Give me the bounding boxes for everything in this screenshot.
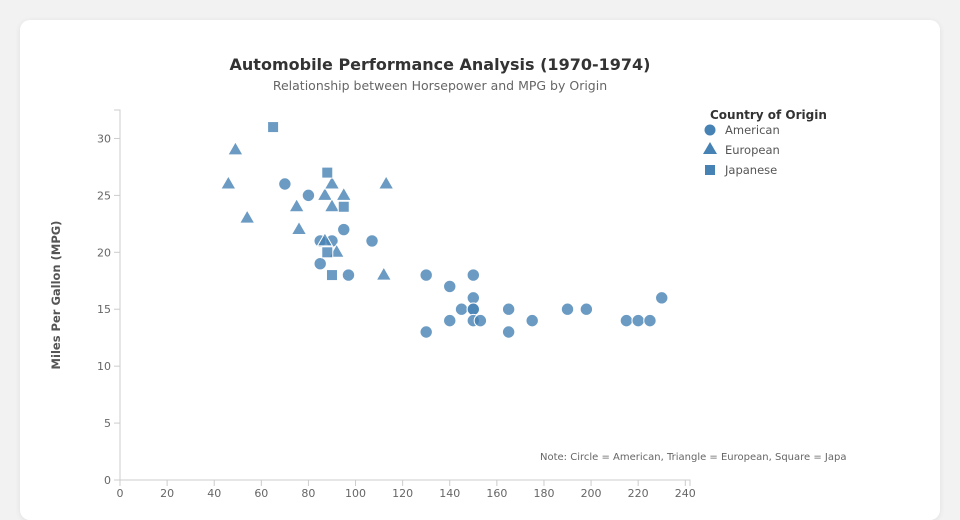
legend-item-european[interactable]: European bbox=[703, 142, 780, 157]
point-american[interactable] bbox=[419, 325, 433, 339]
chart-note: Note: Circle = American, Triangle = Euro… bbox=[540, 452, 846, 463]
point-american[interactable] bbox=[466, 302, 481, 316]
point-american[interactable] bbox=[560, 302, 575, 316]
legend-item-japanese[interactable]: Japanese bbox=[705, 163, 777, 177]
legend-triangle-icon bbox=[703, 142, 717, 154]
x-tick-label: 200 bbox=[581, 487, 602, 500]
legend-item-american[interactable]: American bbox=[704, 123, 780, 137]
legend-circle-icon bbox=[704, 124, 716, 136]
x-tick-label: 20 bbox=[160, 487, 174, 500]
point-european[interactable] bbox=[377, 174, 395, 190]
point-japanese[interactable] bbox=[321, 246, 334, 259]
legend-label: European bbox=[725, 143, 780, 157]
point-american[interactable] bbox=[631, 313, 645, 328]
point-american[interactable] bbox=[301, 188, 316, 203]
point-american[interactable] bbox=[443, 279, 457, 294]
x-tick-label: 140 bbox=[439, 487, 460, 500]
legend-label: Japanese bbox=[724, 163, 777, 177]
x-tick-label: 120 bbox=[392, 487, 413, 500]
point-american[interactable] bbox=[501, 302, 516, 316]
y-tick-label: 30 bbox=[97, 132, 111, 145]
point-japanese[interactable] bbox=[267, 121, 280, 134]
x-tick-label: 80 bbox=[301, 487, 315, 500]
x-tick-label: 40 bbox=[207, 487, 221, 500]
point-american[interactable] bbox=[419, 268, 433, 282]
x-tick-label: 100 bbox=[345, 487, 366, 500]
point-american[interactable] bbox=[655, 291, 669, 305]
y-axis-title: Miles Per Gallon (MPG) bbox=[49, 221, 63, 370]
point-american[interactable] bbox=[525, 313, 539, 328]
point-american[interactable] bbox=[337, 222, 351, 237]
x-tick-label: 180 bbox=[533, 487, 554, 500]
point-american[interactable] bbox=[443, 313, 457, 328]
point-american[interactable] bbox=[454, 302, 469, 316]
y-tick-label: 15 bbox=[97, 303, 111, 316]
y-tick-label: 5 bbox=[104, 417, 111, 430]
x-tick-label: 160 bbox=[486, 487, 507, 500]
point-european[interactable] bbox=[323, 174, 341, 190]
legend-title: Country of Origin bbox=[710, 108, 827, 122]
point-european[interactable] bbox=[323, 197, 341, 213]
y-tick-label: 25 bbox=[97, 189, 111, 202]
point-european[interactable] bbox=[227, 140, 244, 156]
point-european[interactable] bbox=[316, 231, 334, 247]
axes: 0 5 10 15 20 25 30 0 20 40 60 80 100 120 140 160 180 200… bbox=[97, 109, 696, 500]
scatter-chart: Automobile Performance Analysis (1970-19… bbox=[49, 55, 846, 500]
x-tick-label: 240 bbox=[675, 487, 696, 500]
point-american[interactable] bbox=[619, 313, 634, 328]
chart-subtitle: Relationship between Horsepower and MPG … bbox=[273, 78, 607, 93]
point-european[interactable] bbox=[335, 186, 353, 201]
legend-label: American bbox=[725, 123, 780, 137]
point-japanese[interactable] bbox=[325, 269, 338, 282]
point-european[interactable] bbox=[316, 186, 334, 201]
point-european[interactable] bbox=[290, 220, 308, 236]
y-ticks: 0 5 10 15 20 25 30 bbox=[97, 132, 120, 487]
point-american[interactable] bbox=[341, 268, 356, 282]
x-tick-label: 220 bbox=[628, 487, 649, 500]
point-japanese[interactable] bbox=[321, 166, 334, 179]
x-tick-label: 60 bbox=[254, 487, 268, 500]
x-tick-label: 0 bbox=[117, 487, 124, 500]
y-tick-label: 20 bbox=[97, 246, 111, 259]
point-american[interactable] bbox=[466, 291, 481, 305]
point-american[interactable] bbox=[643, 313, 657, 328]
y-axis-line bbox=[114, 109, 121, 481]
legend: Country of Origin American European Japa… bbox=[703, 108, 827, 177]
point-american[interactable] bbox=[501, 325, 516, 339]
x-axis-line bbox=[119, 479, 691, 486]
x-ticks: 0 20 40 60 80 100 120 140 160 180 200 220 240 bbox=[117, 480, 696, 500]
data-marks bbox=[219, 121, 669, 339]
point-american[interactable] bbox=[579, 302, 594, 316]
y-tick-label: 0 bbox=[104, 474, 111, 487]
point-american[interactable] bbox=[473, 313, 488, 328]
legend-square-icon bbox=[705, 165, 715, 175]
point-american[interactable] bbox=[466, 268, 481, 282]
point-japanese[interactable] bbox=[337, 200, 350, 213]
point-european[interactable] bbox=[219, 174, 237, 190]
point-european[interactable] bbox=[288, 197, 306, 213]
point-american[interactable] bbox=[313, 256, 327, 271]
point-european[interactable] bbox=[238, 209, 256, 224]
point-american[interactable] bbox=[278, 177, 292, 191]
point-american[interactable] bbox=[365, 234, 379, 248]
y-tick-label: 10 bbox=[97, 360, 111, 373]
point-european[interactable] bbox=[375, 266, 393, 281]
chart-title: Automobile Performance Analysis (1970-19… bbox=[230, 55, 651, 74]
chart-card bbox=[20, 20, 940, 520]
